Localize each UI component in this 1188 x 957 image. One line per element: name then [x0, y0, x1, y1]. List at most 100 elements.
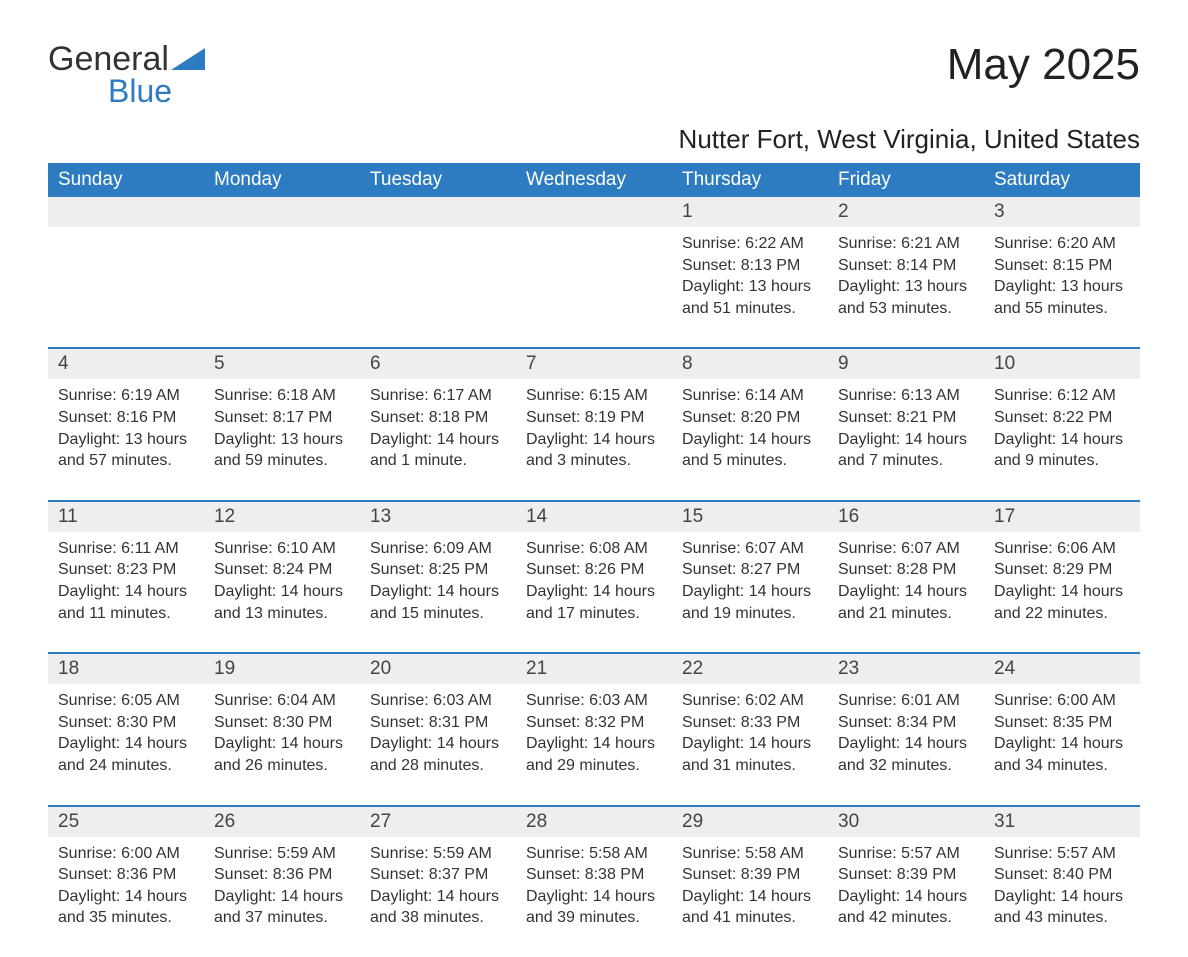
- sunset-line: Sunset: 8:23 PM: [58, 559, 194, 581]
- day-number-cell: 26: [204, 806, 360, 837]
- day-number-cell: [360, 197, 516, 227]
- daylight-line: Daylight: 14 hours and 37 minutes.: [214, 886, 350, 929]
- day-content-row: Sunrise: 6:11 AMSunset: 8:23 PMDaylight:…: [48, 532, 1140, 653]
- weekday-header: Thursday: [672, 163, 828, 197]
- sunrise-line: Sunrise: 6:20 AM: [994, 233, 1130, 255]
- day-content-cell: Sunrise: 6:10 AMSunset: 8:24 PMDaylight:…: [204, 532, 360, 653]
- day-number-cell: [204, 197, 360, 227]
- daylight-line: Daylight: 13 hours and 57 minutes.: [58, 429, 194, 472]
- daylight-line: Daylight: 13 hours and 55 minutes.: [994, 276, 1130, 319]
- sunrise-line: Sunrise: 5:59 AM: [370, 843, 506, 865]
- day-content-cell: Sunrise: 5:58 AMSunset: 8:38 PMDaylight:…: [516, 837, 672, 957]
- daylight-line: Daylight: 14 hours and 9 minutes.: [994, 429, 1130, 472]
- daylight-line: Daylight: 14 hours and 31 minutes.: [682, 733, 818, 776]
- day-content-cell: Sunrise: 6:07 AMSunset: 8:28 PMDaylight:…: [828, 532, 984, 653]
- sunset-line: Sunset: 8:39 PM: [682, 864, 818, 886]
- day-content-cell: Sunrise: 5:59 AMSunset: 8:36 PMDaylight:…: [204, 837, 360, 957]
- sunset-line: Sunset: 8:36 PM: [214, 864, 350, 886]
- daylight-line: Daylight: 14 hours and 24 minutes.: [58, 733, 194, 776]
- day-number-cell: 9: [828, 348, 984, 379]
- day-number-cell: 5: [204, 348, 360, 379]
- sunrise-line: Sunrise: 6:15 AM: [526, 385, 662, 407]
- day-number-cell: 21: [516, 653, 672, 684]
- day-number-cell: 4: [48, 348, 204, 379]
- sunrise-line: Sunrise: 6:19 AM: [58, 385, 194, 407]
- sunset-line: Sunset: 8:17 PM: [214, 407, 350, 429]
- daylight-line: Daylight: 14 hours and 1 minute.: [370, 429, 506, 472]
- day-content-cell: Sunrise: 6:20 AMSunset: 8:15 PMDaylight:…: [984, 227, 1140, 348]
- daylight-line: Daylight: 14 hours and 39 minutes.: [526, 886, 662, 929]
- day-content-cell: [516, 227, 672, 348]
- triangle-icon: [171, 40, 205, 79]
- sunset-line: Sunset: 8:40 PM: [994, 864, 1130, 886]
- day-content-cell: Sunrise: 5:58 AMSunset: 8:39 PMDaylight:…: [672, 837, 828, 957]
- header: General Blue May 2025: [48, 40, 1140, 110]
- sunrise-line: Sunrise: 6:04 AM: [214, 690, 350, 712]
- day-content-cell: Sunrise: 6:01 AMSunset: 8:34 PMDaylight:…: [828, 684, 984, 805]
- day-content-row: Sunrise: 6:22 AMSunset: 8:13 PM Daylight:…: [48, 227, 1140, 348]
- day-number-cell: [48, 197, 204, 227]
- day-number-cell: 29: [672, 806, 828, 837]
- daylight-line: Daylight: 14 hours and 17 minutes.: [526, 581, 662, 624]
- day-number-cell: 30: [828, 806, 984, 837]
- day-number-cell: 15: [672, 501, 828, 532]
- day-content-cell: Sunrise: 6:03 AMSunset: 8:32 PMDaylight:…: [516, 684, 672, 805]
- sunset-line: Sunset: 8:39 PM: [838, 864, 974, 886]
- sunrise-line: Sunrise: 5:57 AM: [994, 843, 1130, 865]
- sunrise-line: Sunrise: 5:57 AM: [838, 843, 974, 865]
- daylight-line: Daylight: 14 hours and 28 minutes.: [370, 733, 506, 776]
- sunset-line: Sunset: 8:25 PM: [370, 559, 506, 581]
- sunset-line: Sunset: 8:30 PM: [214, 712, 350, 734]
- day-content-cell: Sunrise: 6:18 AMSunset: 8:17 PMDaylight:…: [204, 379, 360, 500]
- day-number-cell: 6: [360, 348, 516, 379]
- day-number-row: 123: [48, 197, 1140, 227]
- daylight-line: Daylight: 14 hours and 38 minutes.: [370, 886, 506, 929]
- location-label: Nutter Fort, West Virginia, United State…: [48, 124, 1140, 155]
- day-content-row: Sunrise: 6:00 AMSunset: 8:36 PMDaylight:…: [48, 837, 1140, 957]
- weekday-header: Saturday: [984, 163, 1140, 197]
- sunset-line: Sunset: 8:21 PM: [838, 407, 974, 429]
- sunset-line: Sunset: 8:30 PM: [58, 712, 194, 734]
- sunset-line: Sunset: 8:20 PM: [682, 407, 818, 429]
- sunrise-line: Sunrise: 5:59 AM: [214, 843, 350, 865]
- day-content-cell: [204, 227, 360, 348]
- day-content-cell: Sunrise: 5:57 AMSunset: 8:39 PMDaylight:…: [828, 837, 984, 957]
- weekday-header: Monday: [204, 163, 360, 197]
- sunset-line: Sunset: 8:31 PM: [370, 712, 506, 734]
- sunset-line: Sunset: 8:13 PM: [682, 255, 818, 277]
- daylight-line: Daylight: 14 hours and 29 minutes.: [526, 733, 662, 776]
- day-number-cell: 23: [828, 653, 984, 684]
- sunrise-line: Sunrise: 6:00 AM: [994, 690, 1130, 712]
- sunrise-line: Sunrise: 6:12 AM: [994, 385, 1130, 407]
- day-number-cell: 13: [360, 501, 516, 532]
- sunset-line: Sunset: 8:19 PM: [526, 407, 662, 429]
- day-number-cell: 25: [48, 806, 204, 837]
- day-content-cell: Sunrise: 5:57 AMSunset: 8:40 PMDaylight:…: [984, 837, 1140, 957]
- sunrise-line: Sunrise: 6:11 AM: [58, 538, 194, 560]
- sunrise-line: Sunrise: 6:01 AM: [838, 690, 974, 712]
- day-number-cell: 24: [984, 653, 1140, 684]
- day-number-row: 45678910: [48, 348, 1140, 379]
- sunset-line: Sunset: 8:35 PM: [994, 712, 1130, 734]
- day-content-cell: [360, 227, 516, 348]
- sunrise-line: Sunrise: 6:03 AM: [370, 690, 506, 712]
- daylight-line: Daylight: 14 hours and 15 minutes.: [370, 581, 506, 624]
- day-content-cell: Sunrise: 6:06 AMSunset: 8:29 PMDaylight:…: [984, 532, 1140, 653]
- daylight-line: Daylight: 14 hours and 11 minutes.: [58, 581, 194, 624]
- daylight-line: Daylight: 13 hours and 59 minutes.: [214, 429, 350, 472]
- daylight-line: Daylight: 14 hours and 26 minutes.: [214, 733, 350, 776]
- daylight-line: Daylight: 14 hours and 19 minutes.: [682, 581, 818, 624]
- sunset-line: Sunset: 8:26 PM: [526, 559, 662, 581]
- day-number-cell: 12: [204, 501, 360, 532]
- day-content-cell: Sunrise: 6:02 AMSunset: 8:33 PMDaylight:…: [672, 684, 828, 805]
- day-number-cell: 7: [516, 348, 672, 379]
- day-number-cell: 28: [516, 806, 672, 837]
- calendar-table: Sunday Monday Tuesday Wednesday Thursday…: [48, 163, 1140, 957]
- sunset-line: Sunset: 8:37 PM: [370, 864, 506, 886]
- weekday-header-row: Sunday Monday Tuesday Wednesday Thursday…: [48, 163, 1140, 197]
- daylight-line: Daylight: 14 hours and 3 minutes.: [526, 429, 662, 472]
- day-number-cell: 16: [828, 501, 984, 532]
- sunset-line: Sunset: 8:18 PM: [370, 407, 506, 429]
- sunset-line: Sunset: 8:27 PM: [682, 559, 818, 581]
- sunrise-line: Sunrise: 6:22 AM: [682, 233, 818, 255]
